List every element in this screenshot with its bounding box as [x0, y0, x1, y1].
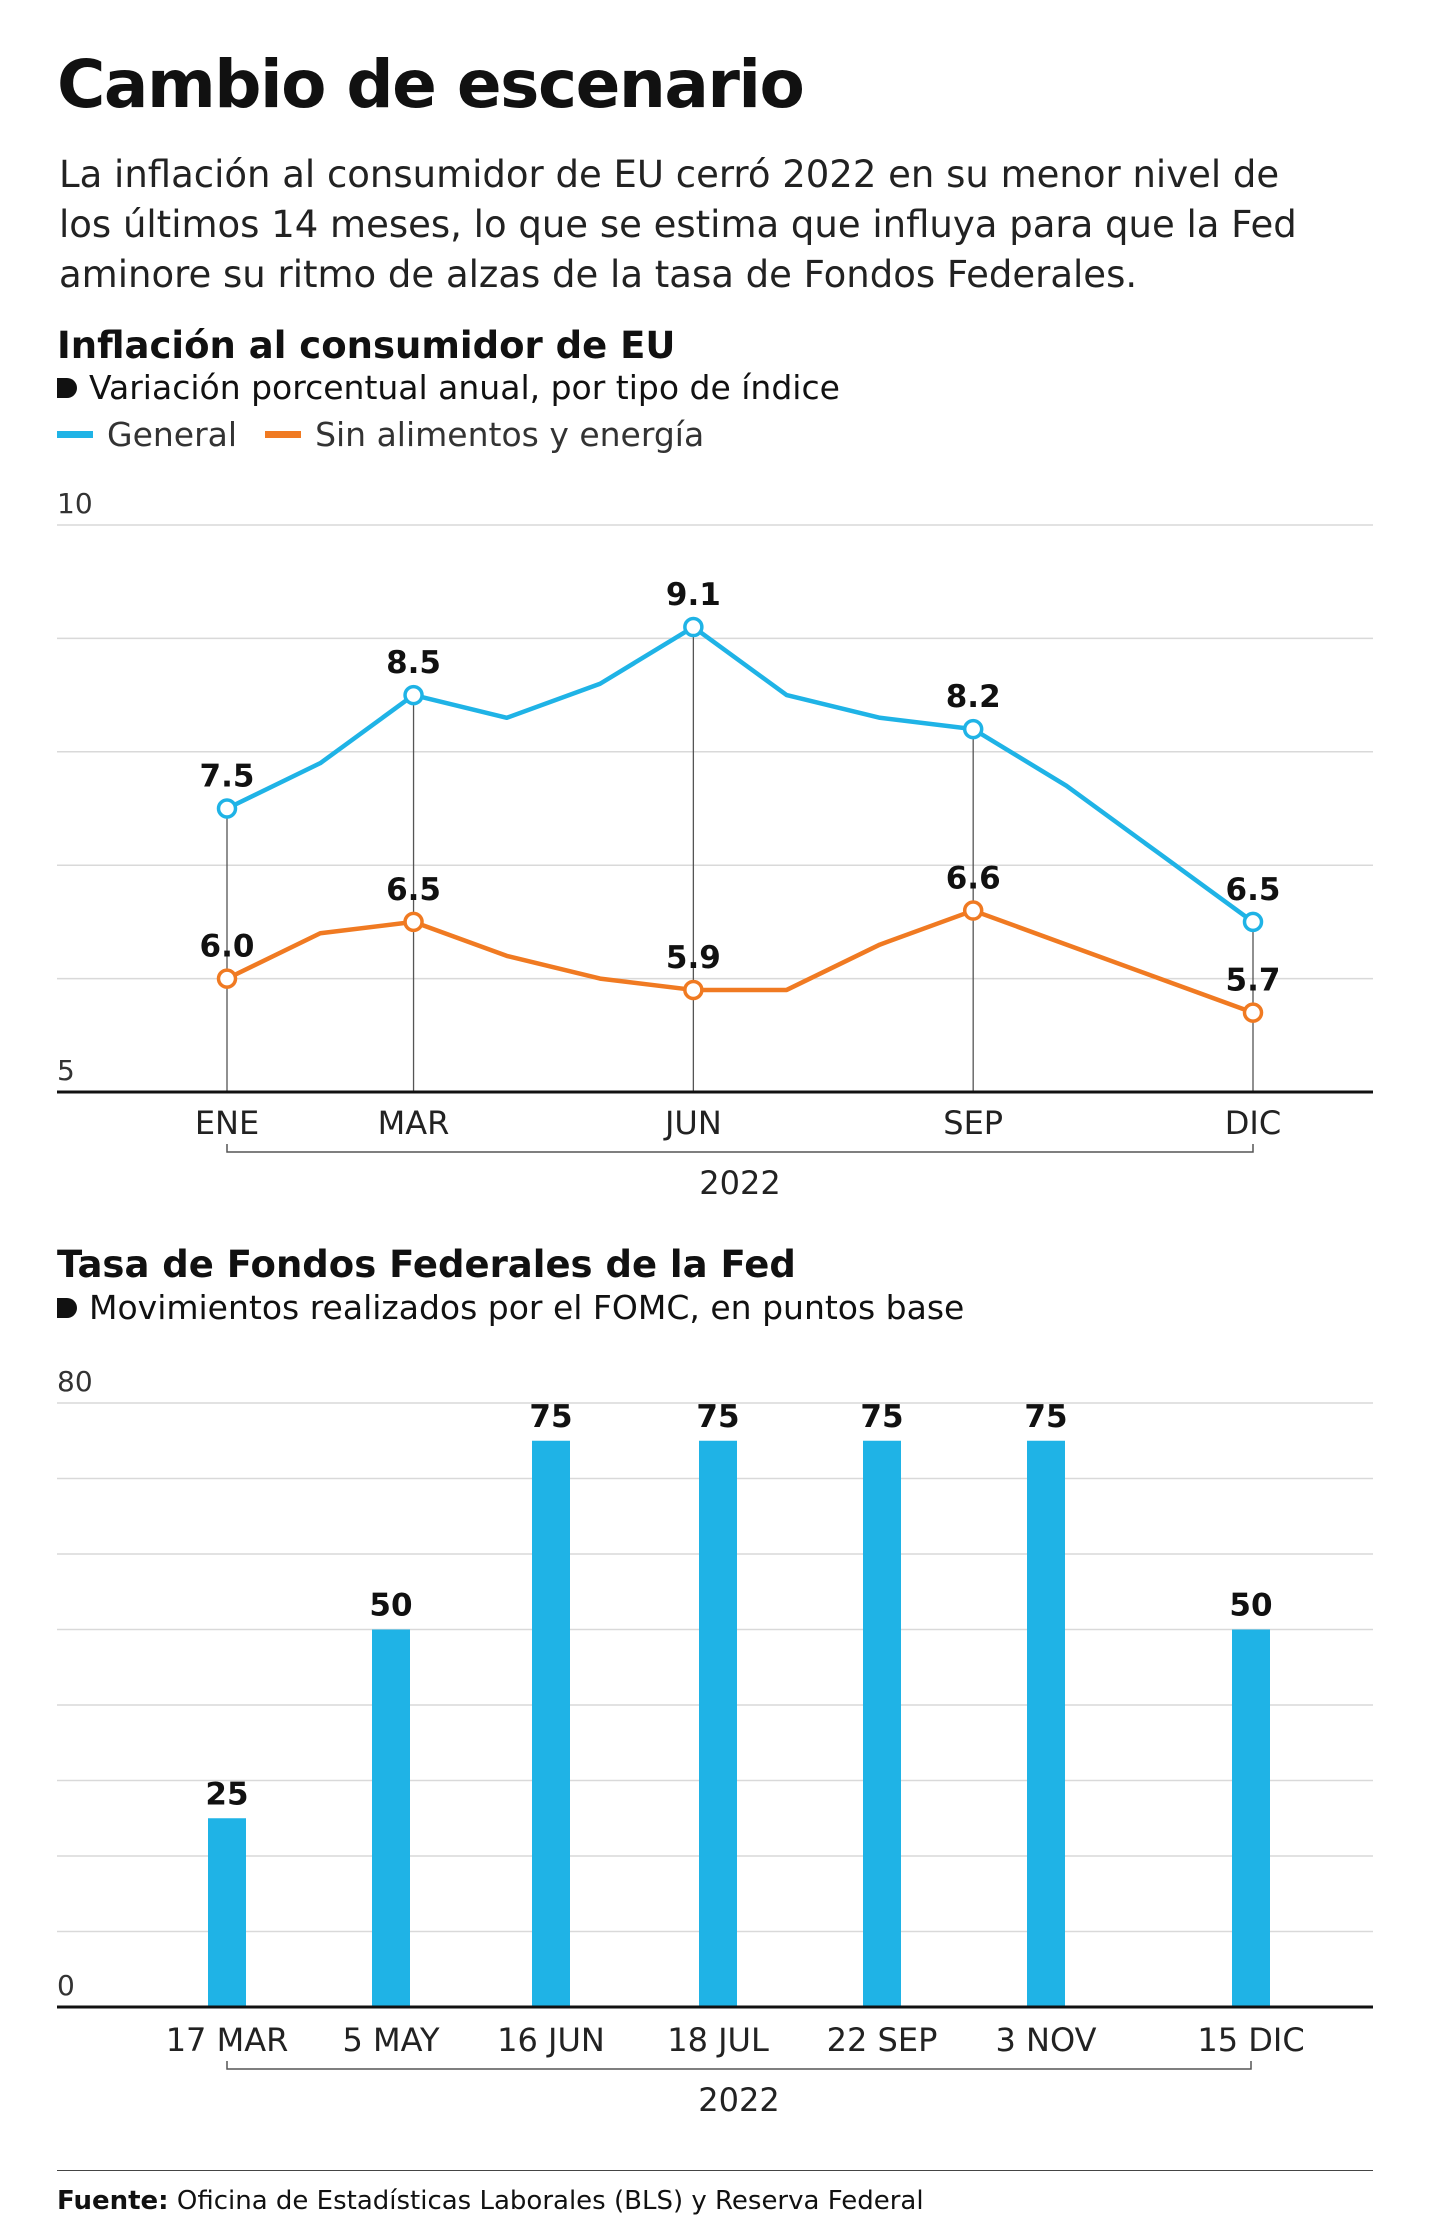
data-point-core [683, 979, 704, 1001]
source-text: Oficina de Estadísticas Laborales (BLS) … [176, 2186, 924, 2216]
bar [1027, 1440, 1065, 2007]
x-tick-label: DIC [1225, 1104, 1281, 1142]
legend-label-core: Sin alimentos y energía [315, 415, 705, 454]
data-point-general [216, 798, 238, 819]
y-tick-label: 5 [57, 1054, 75, 1087]
bar [863, 1440, 901, 2007]
bar-value-label: 75 [529, 1399, 572, 1435]
data-point-general [683, 616, 704, 638]
chart1-legend: General Sin alimentos y energía [57, 415, 732, 454]
chart2-title: Tasa de Fondos Federales de la Fed [57, 1243, 796, 1286]
bar-value-label: 75 [696, 1399, 739, 1435]
chart1-subtitle-text: Variación porcentual anual, por tipo de … [89, 368, 840, 407]
chart1-title: Inflación al consumidor de EU [57, 324, 676, 367]
data-point-general [403, 684, 424, 706]
data-label: 5.9 [666, 940, 721, 976]
legend-label-general: General [107, 415, 238, 454]
y-tick-label: 80 [57, 1365, 93, 1398]
data-label: 6.6 [946, 861, 1001, 897]
inflation-line-chart: 10 5 7.5 8.5 9.1 8.2 6.5 6.0 6.5 5.9 6.6 5.7 ENE MAR J… [57, 487, 1373, 1202]
data-label: 9.1 [666, 577, 721, 613]
legend-swatch-general [57, 431, 93, 438]
x-tick-label: JUN [663, 1104, 722, 1142]
headline: Cambio de escenario [57, 46, 805, 123]
legend-item-general: General [57, 415, 237, 454]
bar-value-label: 50 [369, 1588, 412, 1624]
year-bracket [226, 1144, 1254, 1153]
dek: La inflación al consumidor de EU cerró 2… [59, 153, 1297, 296]
chart2-subtitle-text: Movimientos realizados por el FOMC, en p… [89, 1288, 965, 1327]
bar [532, 1440, 570, 2007]
y-tick-label: 0 [57, 1969, 75, 2002]
bar-value-label: 75 [860, 1399, 903, 1435]
data-label: 8.5 [386, 645, 441, 681]
bar-value-label: 25 [205, 1776, 248, 1812]
bullet-tag-icon [57, 378, 77, 399]
bar [372, 1629, 410, 2007]
year-label: 2022 [698, 2081, 779, 2119]
x-tick-label: 16 JUN [497, 2021, 605, 2059]
series-line-core [226, 908, 1254, 1015]
x-tick-label: 5 MAY [342, 2021, 440, 2059]
bar-value-label: 75 [1024, 1399, 1067, 1435]
data-label: 8.2 [946, 679, 1001, 715]
data-point-core [216, 968, 238, 989]
data-point-core [962, 900, 984, 921]
data-point-general [1242, 911, 1264, 933]
bar [699, 1440, 737, 2007]
series-line-general [226, 624, 1255, 924]
bar-value-label: 50 [1229, 1588, 1272, 1624]
data-point-core [1242, 1002, 1264, 1023]
data-label: 5.7 [1226, 963, 1281, 999]
chart1-subtitle: Variación porcentual anual, por tipo de … [57, 368, 840, 407]
y-tick-label: 10 [57, 487, 93, 520]
x-tick-label: 15 DIC [1197, 2021, 1304, 2059]
x-tick-label: ENE [195, 1104, 259, 1142]
data-label: 6.5 [1226, 872, 1281, 908]
x-tick-label: 3 NOV [996, 2021, 1097, 2059]
year-label: 2022 [699, 1164, 780, 1202]
source-note: Fuente: Oficina de Estadísticas Laborale… [57, 2186, 924, 2216]
bullet-tag-icon [57, 1298, 77, 1319]
x-tick-label: 22 SEP [827, 2021, 938, 2059]
legend-item-core: Sin alimentos y energía [265, 415, 704, 454]
source-label: Fuente: [57, 2186, 169, 2216]
data-label: 6.5 [386, 872, 441, 908]
legend-swatch-core [265, 431, 302, 438]
x-tick-label: 17 MAR [166, 2021, 289, 2059]
data-point-general [962, 718, 984, 740]
year-bracket [226, 2061, 1252, 2070]
data-point-core [403, 911, 424, 933]
x-tick-label: 18 JUL [667, 2021, 769, 2059]
bar [208, 1818, 246, 2007]
chart2-subtitle: Movimientos realizados por el FOMC, en p… [57, 1288, 965, 1327]
source-divider [57, 2170, 1373, 2171]
fed-rate-bar-chart: 80 0 25 17 MAR 50 5 MAY 75 16 JUN 75 18 JUL 75 22 S… [57, 1365, 1373, 2119]
x-tick-label: SEP [943, 1104, 1003, 1142]
bar [1232, 1629, 1270, 2007]
x-tick-label: MAR [378, 1104, 450, 1142]
data-label: 6.0 [200, 929, 255, 965]
data-label: 7.5 [200, 759, 255, 795]
